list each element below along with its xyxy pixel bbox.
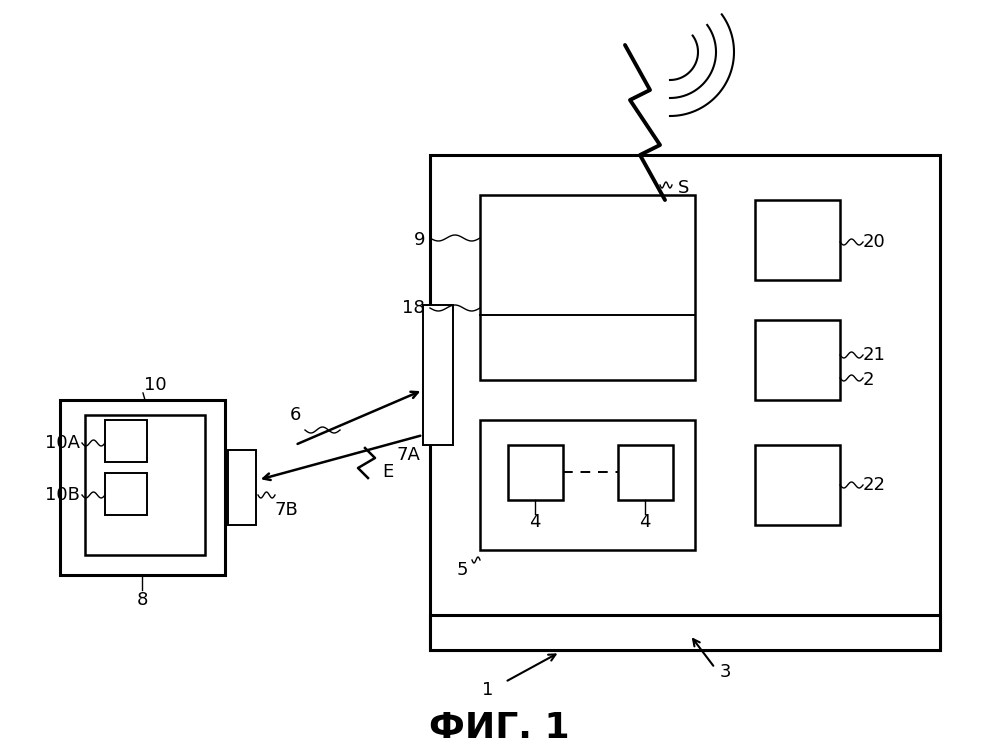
Bar [755,320,840,400]
Text: 3: 3 [720,663,731,681]
Text: 18: 18 [403,299,425,317]
Text: 7B: 7B [275,501,299,519]
Bar [480,420,695,550]
Text: 7A: 7A [397,446,420,464]
Bar [755,445,840,525]
Bar [85,415,205,555]
Text: S: S [678,179,689,197]
Text: 9: 9 [414,231,425,249]
Bar [480,195,695,380]
Bar [60,400,225,575]
Text: 4: 4 [529,513,540,531]
Bar [430,615,940,650]
Text: ФИГ. 1: ФИГ. 1 [429,711,569,745]
Text: 8: 8 [136,591,148,609]
Text: 10A: 10A [45,434,80,452]
Text: 10: 10 [144,376,166,394]
Bar [508,445,563,500]
Text: 10B: 10B [45,486,80,504]
Text: 1: 1 [483,681,494,699]
Bar [105,420,147,462]
Text: 20: 20 [863,233,886,251]
Bar [430,155,940,650]
Text: E: E [383,463,394,481]
Bar [755,200,840,280]
Text: 5: 5 [457,561,468,579]
Text: 22: 22 [863,476,886,494]
Bar [423,305,453,445]
Text: 4: 4 [639,513,650,531]
Text: 21: 21 [863,346,886,364]
Bar [618,445,673,500]
Text: 2: 2 [863,371,874,389]
Text: 6: 6 [290,406,301,424]
Bar [228,450,256,525]
Bar [105,473,147,515]
